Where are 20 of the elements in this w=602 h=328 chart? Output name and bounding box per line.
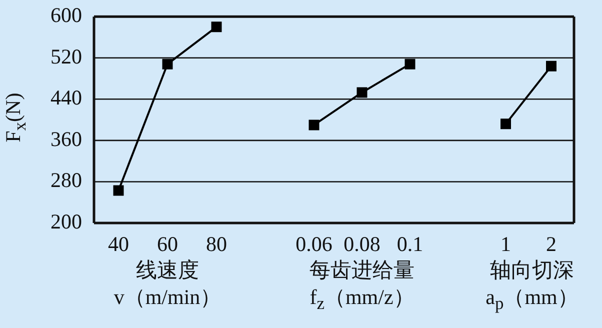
x-tick-label: 0.06 [296,232,332,256]
y-tick-label: 600 [50,3,82,28]
y-tick-label: 360 [50,126,82,151]
x-tick-label: 0.1 [396,232,424,256]
x-axis-title: 线速度 v（m/min） [112,257,222,311]
x-tick-label: 2 [546,232,556,256]
x-axis-title: 轴向切深 a$_{p}$（mm） [484,257,580,316]
x-tick-label: 0.08 [344,232,380,256]
x-tick-label: 60 [157,232,178,256]
x-axis-title: 每齿进给量 f$_{z}$（mm/z） [308,257,416,316]
point [162,58,173,70]
point [211,22,222,32]
x-tick-label: 80 [206,232,227,256]
x-tick-label: 40 [108,232,129,256]
y-tick-label: 440 [50,86,82,110]
y-tick-label: 280 [50,168,82,192]
x-tick-label: 1 [500,232,511,256]
y-tick-label: 200 [50,210,82,234]
point [113,185,124,196]
y-tick-label: 520 [50,44,82,68]
